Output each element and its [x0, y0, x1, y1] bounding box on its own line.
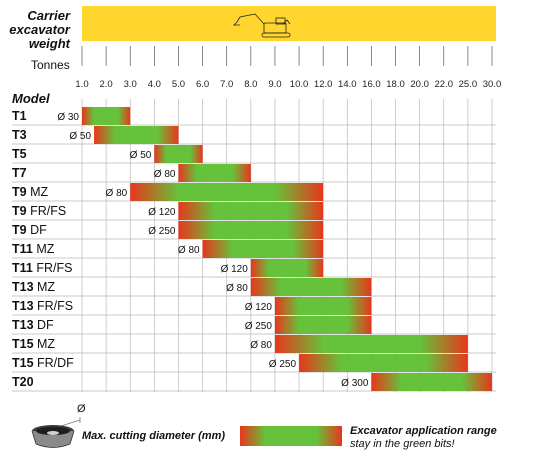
title-line-3: weight — [28, 36, 70, 51]
diameter-label: Ø 50 — [130, 150, 152, 161]
x-tick-label: 3.0 — [124, 79, 137, 90]
diameter-label: Ø 120 — [245, 302, 273, 313]
diameter-label: Ø 80 — [178, 245, 200, 256]
legend-diameter-label: Max. cutting diameter (mm) — [82, 430, 226, 442]
x-tick-label: 12.0 — [314, 79, 333, 90]
x-tick-label: 8.0 — [244, 79, 257, 90]
excavator-illustration — [233, 13, 291, 38]
x-tick-label: 30.0 — [483, 79, 502, 90]
model-label: T20 — [12, 375, 34, 389]
title-line-1: Carrier — [27, 8, 70, 23]
model-label: T3 — [12, 128, 27, 142]
diameter-label: Ø 250 — [148, 226, 176, 237]
model-label: T1 — [12, 109, 27, 123]
x-tick-label: 18.0 — [386, 79, 405, 90]
x-tick-label: 5.0 — [172, 79, 185, 90]
legend-range-sublabel: stay in the green bits! — [350, 438, 455, 450]
range-bar — [178, 202, 324, 220]
model-label: T13 DF — [12, 318, 54, 332]
x-tick-label: 16.0 — [362, 79, 381, 90]
diameter-label: Ø 80 — [226, 283, 248, 294]
x-tick-label: 14.0 — [338, 79, 357, 90]
header-band — [82, 6, 496, 41]
model-label: T9 DF — [12, 223, 47, 237]
range-bar — [178, 221, 324, 239]
range-bar — [154, 145, 203, 163]
diameter-label: Ø 120 — [148, 207, 176, 218]
diameter-label: Ø 250 — [269, 359, 297, 370]
model-label: T13 MZ — [12, 280, 55, 294]
legend-range-label: Excavator application range — [350, 425, 497, 437]
range-bars — [82, 107, 492, 391]
range-bar — [274, 297, 372, 315]
range-bar — [130, 183, 324, 201]
diameter-label: Ø 80 — [154, 169, 176, 180]
model-label: T5 — [12, 147, 27, 161]
model-labels: T1 T3 T5 T7 T9 MZ T9 FR/FS T9 DF T11 MZ T11 FR/F… — [12, 109, 74, 389]
x-tick-label: 10.0 — [290, 79, 309, 90]
x-tick-label: 2.0 — [100, 79, 113, 90]
chart-title: Carrier excavator weight — [4, 9, 70, 51]
title-line-2: excavator — [9, 22, 70, 37]
model-column-header: Model — [12, 91, 50, 106]
x-tick-label: 4.0 — [148, 79, 161, 90]
x-tick-label: 22.0 — [435, 79, 454, 90]
model-label: T7 — [12, 166, 27, 180]
x-tick-label: 9.0 — [268, 79, 281, 90]
legend-range-swatch — [240, 426, 342, 446]
range-bar — [250, 278, 372, 296]
range-bar — [82, 107, 131, 125]
x-axis-ticks: 1.0 2.0 3.0 4.0 5.0 6.0 7.0 8.0 9.0 10.0 12.0 14.0 1… — [75, 46, 501, 90]
model-label: T15 FR/DF — [12, 356, 74, 370]
x-tick-label: 20.0 — [410, 79, 429, 90]
diameter-label: Ø 30 — [57, 112, 79, 123]
diameter-label: Ø 80 — [250, 340, 272, 351]
x-tick-label: 25.0 — [459, 79, 478, 90]
x-tick-label: 7.0 — [220, 79, 233, 90]
x-axis-unit-label: Tonnes — [31, 58, 70, 72]
range-bar — [202, 240, 324, 258]
range-bar — [178, 164, 251, 182]
diameter-label: Ø 300 — [341, 378, 369, 389]
range-bar — [94, 126, 179, 144]
diameter-label: Ø 50 — [69, 131, 91, 142]
diameter-label: Ø 80 — [106, 188, 128, 199]
legend — [31, 417, 342, 448]
range-bar — [299, 354, 468, 372]
diameter-label: Ø 250 — [245, 321, 273, 332]
model-label: T9 FR/FS — [12, 204, 66, 218]
range-bar — [274, 335, 468, 353]
model-label: T9 MZ — [12, 185, 48, 199]
range-bar — [274, 316, 372, 334]
range-bar — [250, 259, 324, 277]
model-label: T15 MZ — [12, 337, 55, 351]
model-label: T11 MZ — [12, 242, 55, 256]
x-tick-label: 6.0 — [196, 79, 209, 90]
cutting-head-icon — [31, 425, 75, 448]
legend-diameter-symbol: Ø — [77, 403, 86, 415]
diameter-label: Ø 120 — [221, 264, 249, 275]
model-label: T11 FR/FS — [12, 261, 72, 275]
range-bar — [371, 373, 492, 391]
x-tick-label: 1.0 — [75, 79, 88, 90]
model-label: T13 FR/FS — [12, 299, 73, 313]
